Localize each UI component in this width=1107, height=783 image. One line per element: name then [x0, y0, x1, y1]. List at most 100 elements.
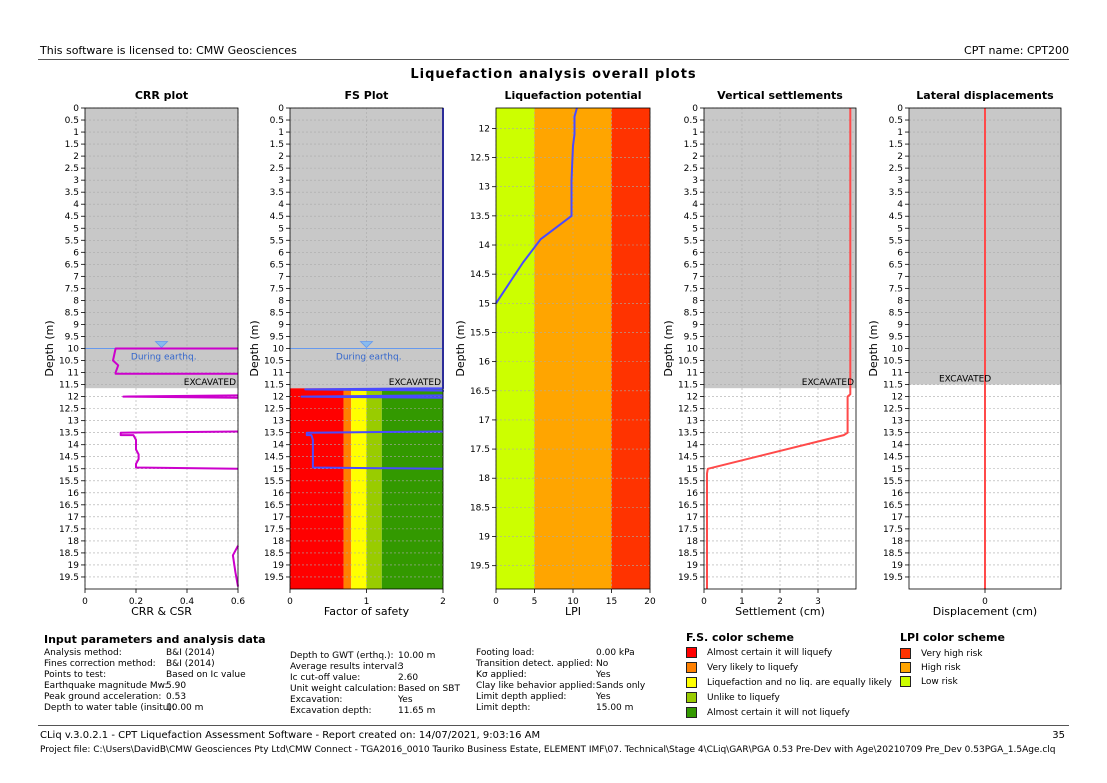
panel-4-ytick-label-4: 2: [692, 152, 698, 162]
param-value: 0.00 kPa: [596, 648, 635, 658]
panel-1-title: CRR plot: [135, 89, 188, 102]
panel-1-ytick-label-33: 16.5: [59, 501, 79, 511]
footer-divider: [38, 725, 1069, 726]
panel-3-ytick-label-0: 12: [479, 124, 490, 134]
panel-4-ytick-label-2: 1: [692, 128, 698, 138]
panel-4-xtick-label-0: 0: [701, 597, 707, 607]
panel-4-xlabel: Settlement (cm): [735, 605, 825, 618]
panel-5-ytick-label-13: 6.5: [889, 260, 903, 270]
param-value: B&I (2014): [166, 648, 215, 658]
panel-1-ytick-label-14: 7: [73, 272, 79, 282]
param-label: Limit depth:: [476, 703, 531, 713]
panel-4-ytick-label-19: 9.5: [684, 332, 698, 342]
panel-4-title: Vertical settlements: [717, 89, 843, 102]
panel-1-ytick-label-20: 10: [68, 345, 80, 355]
param-label: Limit depth applied:: [476, 692, 567, 702]
panel-4-ytick-label-14: 7: [692, 272, 698, 282]
lpi-scheme-swatch: [900, 662, 911, 673]
panel-3-title: Liquefaction potential: [504, 89, 641, 102]
panel-5-ytick-label-21: 10.5: [883, 357, 903, 367]
panel-1-ytick-label-13: 6.5: [65, 260, 79, 270]
panel-5-ytick-label-3: 1.5: [889, 140, 903, 150]
panel-2-ytick-label-36: 18: [273, 537, 285, 547]
panel-1-ytick-label-2: 1: [73, 128, 79, 138]
panel-1-series-2: [119, 430, 239, 470]
panel-2-ytick-label-18: 9: [278, 320, 284, 330]
panel-1-excavated-label: EXCAVATED: [184, 378, 236, 388]
panel-4-ytick-label-0: 0: [692, 104, 698, 114]
panel-1-series-1: [122, 394, 239, 399]
fs-scheme-swatch: [686, 707, 697, 718]
panel-5-ytick-label-4: 2: [897, 152, 903, 162]
fs-scheme-label: Unlike to liquefy: [707, 693, 780, 703]
panel-1-ytick-label-16: 8: [73, 296, 79, 306]
panel-4-ytick-label-27: 13.5: [678, 429, 698, 439]
param-value: 5.90: [166, 681, 187, 691]
panel-4-ytick-label-26: 13: [687, 417, 698, 427]
panel-2-ytick-label-10: 5: [278, 224, 284, 234]
license-text: This software is licensed to: CMW Geosci…: [40, 44, 297, 57]
panel-5-ylabel: Depth (m): [867, 320, 880, 376]
panel-4-ytick-label-34: 17: [687, 513, 698, 523]
panel-3-xtick-label-4: 20: [644, 597, 656, 607]
panel-2-xtick-label-0: 0: [287, 597, 293, 607]
panel-5-ytick-label-0: 0: [897, 104, 903, 114]
panel-5-ytick-label-1: 0.5: [889, 116, 903, 126]
panel-4-ytick-label-37: 18.5: [678, 549, 698, 559]
panel-4-ytick-label-13: 6.5: [684, 260, 698, 270]
panel-2-ytick-label-11: 5.5: [270, 236, 284, 246]
panel-3-ytick-label-14: 19: [479, 533, 491, 543]
param-value: 15.00 m: [596, 703, 634, 713]
panel-2-ytick-label-7: 3.5: [270, 188, 284, 198]
panel-5-excavated-label: EXCAVATED: [939, 375, 991, 385]
panel-4-ytick-label-21: 10.5: [678, 357, 698, 367]
panel-1-ytick-label-18: 9: [73, 320, 79, 330]
panel-3-xtick-label-0: 0: [493, 597, 499, 607]
panel-5-ytick-label-19: 9.5: [889, 332, 903, 342]
panel-5-ytick-label-34: 17: [892, 513, 903, 523]
panel-1-ytick-label-34: 17: [68, 513, 79, 523]
panel-2-excavated-label: EXCAVATED: [389, 378, 441, 388]
panel-1-xtick-label-0: 0: [82, 597, 88, 607]
panel-2-ytick-label-4: 2: [278, 152, 284, 162]
param-label: Points to test:: [44, 670, 107, 680]
lpi-scheme-swatch: [900, 676, 911, 687]
panel-2-band-4: [381, 388, 443, 589]
panel-1-ytick-label-4: 2: [73, 152, 79, 162]
panel-4-ytick-label-28: 14: [687, 441, 699, 451]
param-value: Yes: [596, 670, 611, 680]
panel-5-ytick-label-39: 19.5: [883, 573, 903, 583]
panel-2-ytick-label-30: 15: [273, 465, 284, 475]
panel-2-ytick-label-35: 17.5: [264, 525, 284, 535]
panel-2-ytick-label-32: 16: [273, 489, 285, 499]
panel-2-xlabel: Factor of safety: [324, 605, 410, 618]
panel-3-ytick-label-3: 13.5: [470, 212, 490, 222]
panel-4-ytick-label-24: 12: [687, 393, 698, 403]
panel-1-xtick-label-3: 0.6: [231, 597, 246, 607]
panel-4-ytick-label-11: 5.5: [684, 236, 698, 246]
param-label: Ic cut-off value:: [290, 673, 361, 683]
panel-5-ytick-label-14: 7: [897, 272, 903, 282]
panel-3-xtick-label-3: 15: [606, 597, 617, 607]
panel-3-ytick-label-6: 15: [479, 299, 490, 309]
param-label: Depth to water table (insitu):: [44, 703, 176, 713]
panel-2-gwt-marker: [359, 341, 374, 349]
panel-2-ytick-label-29: 14.5: [264, 453, 284, 463]
page-title: Liquefaction analysis overall plots: [410, 67, 697, 82]
panel-4-series-0: [706, 108, 852, 589]
param-value: Yes: [596, 692, 611, 702]
panel-5-ytick-label-27: 13.5: [883, 429, 903, 439]
param-label: Earthquake magnitude Mw:: [44, 681, 168, 691]
panel-5-ytick-label-33: 16.5: [883, 501, 903, 511]
panel-4-ytick-label-35: 17.5: [678, 525, 698, 535]
params-title: Input parameters and analysis data: [44, 633, 266, 646]
panel-3-ytick-label-4: 14: [479, 241, 491, 251]
panel-4-ytick-label-38: 19: [687, 561, 699, 571]
cpt-name: CPT name: CPT200: [964, 44, 1069, 57]
panel-5-ytick-label-11: 5.5: [889, 236, 903, 246]
panel-4-ytick-label-29: 14.5: [678, 453, 698, 463]
panel-2-ytick-label-2: 1: [278, 128, 284, 138]
panel-1-gwt-marker: [154, 341, 169, 349]
param-value: No: [596, 659, 609, 669]
panel-2-ytick-label-34: 17: [273, 513, 284, 523]
